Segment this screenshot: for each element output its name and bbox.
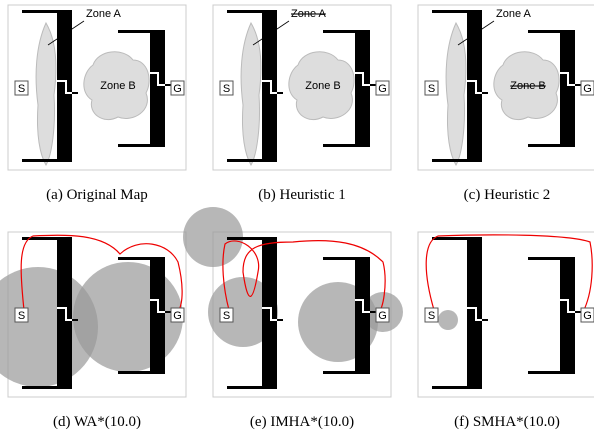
- caption: (f) SMHA*(10.0): [454, 414, 560, 430]
- zone-a-label: Zone A: [496, 8, 532, 20]
- goal-label: G: [583, 310, 592, 322]
- goal-label: G: [173, 310, 182, 322]
- goal-label: G: [378, 83, 387, 95]
- panel: S G Zone A Zone B: [8, 5, 186, 170]
- start-label: S: [428, 83, 435, 95]
- zone-b-label: Zone B: [510, 80, 545, 92]
- page: {"panels": [ {"caption": "(a) Original M…: [0, 0, 594, 445]
- caption: (e) IMHA*(10.0): [250, 414, 354, 430]
- panel: S G Zone A Zone B: [418, 5, 594, 170]
- expanded-region: [73, 262, 183, 372]
- goal-label: G: [378, 310, 387, 322]
- start-label: S: [18, 83, 25, 95]
- zone-b-label: Zone B: [100, 80, 135, 92]
- figure: SGZone AZone B(a) Original MapSGZone AZo…: [0, 0, 594, 445]
- goal-label: G: [583, 83, 592, 95]
- goal-label: G: [173, 83, 182, 95]
- panel: S G Zone A Zone B: [213, 5, 391, 170]
- zone-b-label: Zone B: [305, 80, 340, 92]
- caption: (c) Heuristic 2: [464, 187, 551, 203]
- start-label: S: [428, 310, 435, 322]
- zone-a-label: Zone A: [86, 8, 122, 20]
- start-label: S: [18, 310, 25, 322]
- caption: (b) Heuristic 1: [258, 187, 345, 203]
- start-label: S: [223, 83, 230, 95]
- caption: (a) Original Map: [46, 187, 148, 203]
- zone-a-label: Zone A: [291, 8, 327, 20]
- expanded-region: [438, 310, 458, 330]
- caption: (d) WA*(10.0): [53, 414, 141, 430]
- start-label: S: [223, 310, 230, 322]
